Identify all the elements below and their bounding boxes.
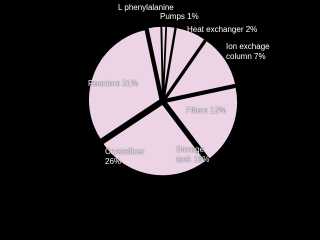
pie-slice	[87, 28, 162, 141]
pie-slice	[101, 102, 208, 177]
value-label: 2%	[245, 25, 258, 34]
slice-label: Crystallizer 26%	[105, 147, 153, 167]
pie-slice	[162, 25, 177, 99]
slice-label: Pumps 1%	[160, 12, 220, 22]
slice-label: Storage tank 18%	[176, 145, 216, 165]
category-label: Storage tank	[176, 145, 205, 164]
slice-label: Ion exchage column 7%	[226, 42, 286, 62]
value-label: 12%	[210, 106, 227, 115]
value-label: 7%	[254, 52, 266, 61]
category-label: Filters	[186, 106, 208, 115]
category-label: Crystallizer	[105, 147, 145, 156]
value-label: 1%	[187, 12, 199, 21]
slice-label: L phenylalanine	[118, 3, 198, 13]
value-label: 31%	[122, 79, 139, 88]
value-label: 26%	[105, 157, 122, 166]
pie-slice	[164, 86, 239, 161]
category-label: Heat exchanger	[187, 25, 244, 34]
pie-area	[87, 25, 239, 177]
pie-slice	[163, 26, 207, 99]
category-label: L phenylalanine	[118, 3, 174, 12]
slice-label: Reactors 31%	[88, 79, 158, 89]
value-label: 18%	[193, 155, 210, 164]
chart: L phenylalanine Pumps 1% Heat exchanger 2%…	[87, 3, 286, 177]
category-label: Pumps	[160, 12, 185, 21]
pie-slice	[163, 39, 237, 101]
category-label: Reactors	[88, 79, 121, 88]
slice-label: Heat exchanger 2%	[187, 25, 277, 35]
category-label: Ion exchage column	[226, 42, 270, 61]
slice-label: Filters 12%	[186, 106, 246, 116]
